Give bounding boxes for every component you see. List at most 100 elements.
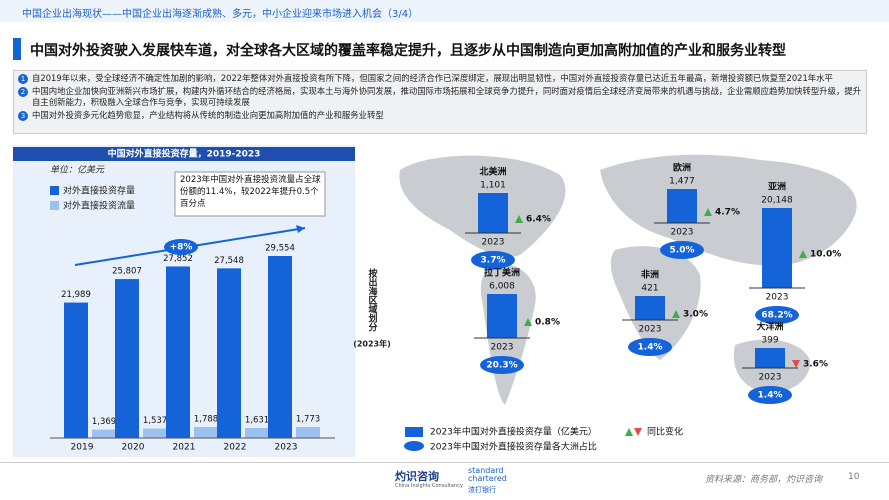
region-name: 大洋洲 [756, 321, 783, 333]
change-arrow [515, 215, 523, 223]
legend-bar [405, 427, 423, 437]
bar [92, 429, 116, 438]
points-box: 1 自2019年以来，受全球经济不确定性加剧的影响，2022年整体对外直接投资有所… [13, 70, 867, 134]
header-bar [0, 0, 889, 22]
chart-title-bar [13, 147, 355, 161]
x-tick-label: 2021 [173, 443, 196, 453]
region-value: 399 [761, 336, 778, 346]
point: 2 中国内地企业加快向亚洲新兴市场扩展，构建内外循环结合的经济格局，实现本土与海外… [18, 86, 862, 109]
region-bar [755, 348, 785, 368]
region-name: 亚洲 [768, 182, 786, 193]
value-label: 21,989 [61, 290, 91, 300]
region-name: 欧洲 [673, 162, 691, 174]
legend-swatch [50, 186, 59, 195]
x-tick-label: 2023 [275, 443, 298, 453]
share-badge [755, 306, 799, 324]
bar [143, 428, 167, 438]
value-label: 1,537 [143, 416, 167, 426]
cagr-label: +8% [170, 243, 193, 253]
bar [115, 279, 139, 438]
bar [64, 302, 88, 438]
region-share: 5.0% [670, 246, 695, 256]
region-bar [487, 294, 517, 338]
point-text: 自2019年以来，受全球经济不确定性加剧的影响，2022年整体对外直接投资有所下… [32, 73, 833, 83]
page-number: 10 [848, 472, 860, 482]
bar [217, 268, 241, 438]
point: 1 自2019年以来，受全球经济不确定性加剧的影响，2022年整体对外直接投资有所… [18, 73, 862, 85]
region-change: 4.7% [715, 208, 740, 218]
region-share: 1.4% [638, 343, 663, 353]
side-year: (2023年) [353, 339, 391, 349]
region-bar [762, 208, 792, 288]
landmass [600, 154, 857, 266]
region-year: 2023 [639, 325, 662, 335]
logo-sc-cn: 渣打银行 [468, 486, 496, 494]
region-change: 6.4% [526, 215, 551, 225]
x-tick-label: 2022 [224, 443, 247, 453]
share-badge [628, 338, 672, 356]
point-text: 中国内地企业加快向亚洲新兴市场扩展，构建内外循环结合的经济格局，实现本土与海外协… [32, 85, 862, 108]
region-share: 1.4% [758, 391, 783, 401]
region-value: 1,477 [669, 177, 695, 187]
point-number: 3 [18, 110, 28, 121]
bar [245, 427, 269, 438]
map-legend: 2023年中国对外直接投资存量（亿美元） [430, 426, 597, 438]
value-label: 1,631 [245, 415, 269, 425]
legend-label: 对外直接投资存量 [63, 185, 135, 197]
region-share: 20.3% [486, 361, 517, 371]
region-value: 421 [641, 284, 658, 294]
region-year: 2023 [759, 373, 782, 383]
legend-ellipse [404, 441, 424, 451]
legend-down [634, 428, 642, 436]
value-label: 27,852 [163, 254, 193, 264]
region-name: 拉丁美洲 [484, 267, 520, 279]
region-change: 0.8% [535, 318, 560, 328]
logo-sc: standard chartered [468, 466, 507, 483]
point-number: 2 [18, 86, 28, 97]
value-label: 25,807 [112, 267, 142, 277]
bar [194, 426, 218, 438]
change-arrow [672, 310, 680, 318]
region-change: 3.6% [803, 360, 828, 370]
side-label: 按出海区域划分 [367, 267, 378, 332]
region-share: 68.2% [761, 311, 792, 321]
legend-label: 对外直接投资流量 [63, 200, 135, 212]
region-year: 2023 [491, 343, 514, 353]
region-bar [667, 189, 697, 223]
share-badge [480, 356, 524, 374]
change-arrow [799, 250, 807, 258]
region-share: 3.7% [481, 256, 506, 266]
callout-box [174, 171, 326, 217]
region-bar [478, 193, 508, 233]
region-bar [635, 296, 665, 320]
bar [268, 256, 292, 438]
title: 中国对外投资驶入发展快车道，对全球各大区域的覆盖率稳定提升，且逐步从中国制造向更… [30, 43, 786, 59]
share-badge [660, 241, 704, 259]
change-arrow [704, 208, 712, 216]
bar [166, 266, 190, 438]
x-tick-label: 2020 [122, 443, 145, 453]
footer-line [0, 462, 889, 463]
region-name: 非洲 [641, 269, 659, 281]
value-label: 29,554 [265, 244, 295, 254]
region-year: 2023 [671, 228, 694, 238]
region-value: 1,101 [480, 181, 506, 191]
region-year: 2023 [482, 238, 505, 248]
header: 中国企业出海现状——中国企业出海逐渐成熟、多元，中小企业迎来市场进入机会（3/4… [22, 9, 419, 20]
logo-cic: 灼识咨询 [395, 470, 439, 483]
legend-swatch [50, 201, 59, 210]
chart-title: 中国对外直接投资存量，2019-2023 [108, 148, 261, 160]
point: 3 中国对外投资多元化趋势愈显，产业结构将从传统的制造业向更加高附加值的产业和服务… [18, 110, 862, 122]
map-legend: 同比变化 [647, 426, 683, 438]
region-value: 20,148 [761, 196, 793, 206]
value-label: 1,369 [92, 417, 116, 427]
change-arrow [524, 318, 532, 326]
value-label: 1,788 [194, 414, 218, 424]
value-label: 27,548 [214, 256, 244, 266]
title-marker [13, 38, 21, 60]
share-badge [471, 251, 515, 269]
unit: 单位：亿美元 [50, 165, 105, 176]
x-tick-label: 2019 [71, 443, 94, 453]
